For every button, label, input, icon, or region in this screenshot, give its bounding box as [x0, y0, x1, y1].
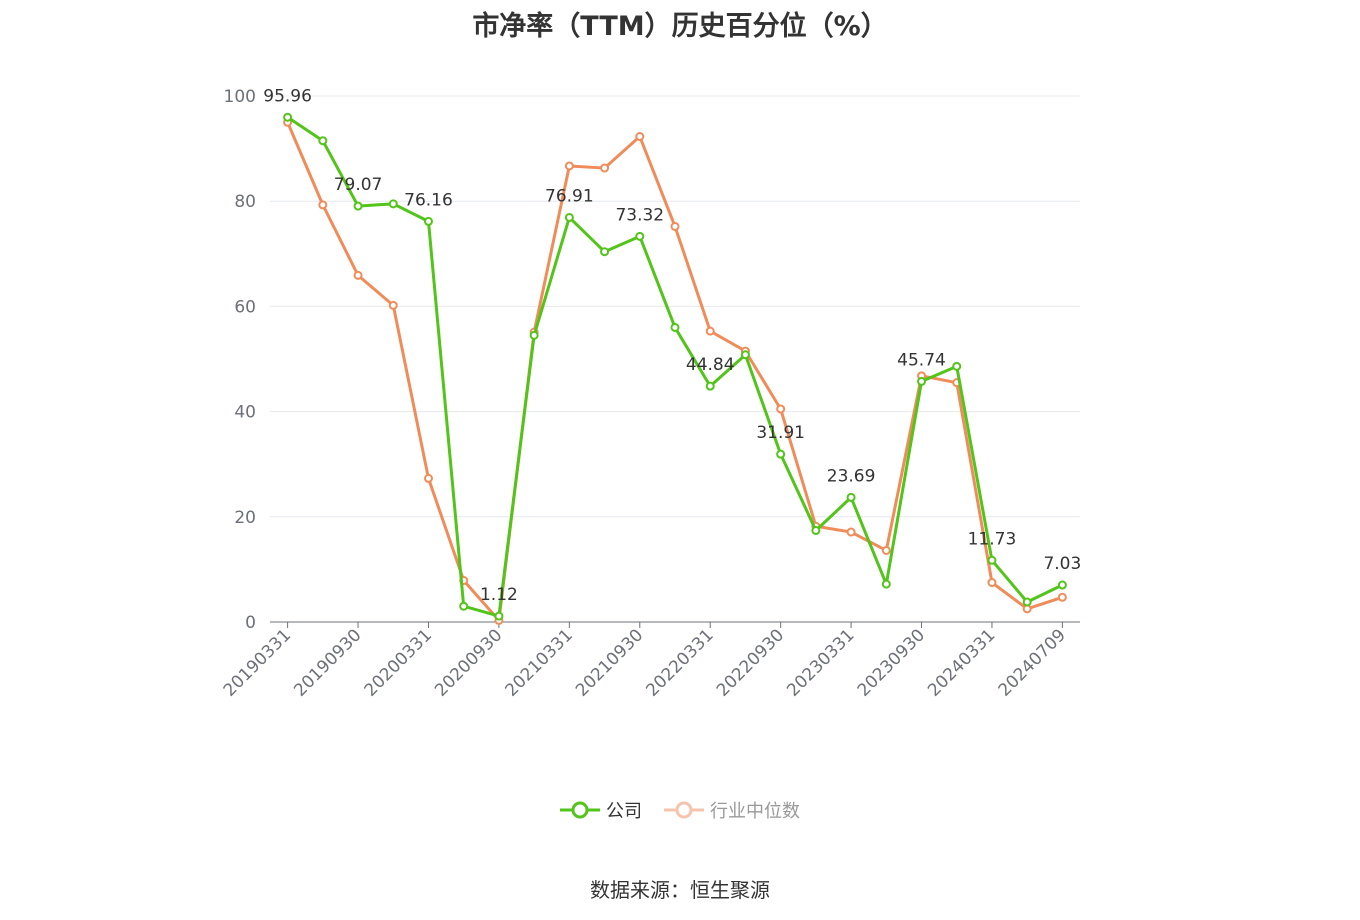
legend-label-industry: 行业中位数: [710, 801, 800, 822]
data-label: 11.73: [968, 529, 1017, 549]
data-point-industry: [846, 527, 856, 537]
data-point-company: [1022, 597, 1032, 607]
data-point-industry: [564, 161, 574, 171]
data-point-company: [952, 361, 962, 371]
data-point-company: [670, 322, 680, 332]
y-tick-label: 60: [234, 297, 256, 317]
data-label: 7.03: [1043, 554, 1081, 574]
data-point-company: [494, 611, 504, 621]
data-point-company: [635, 231, 645, 241]
x-tick-label: 20240709: [995, 625, 1070, 700]
data-point-company: [846, 492, 856, 502]
y-tick-label: 40: [234, 403, 256, 423]
data-point-industry: [881, 545, 891, 555]
x-tick-label: 20190930: [290, 625, 365, 700]
data-label: 23.69: [827, 466, 876, 486]
legend-item-industry[interactable]: 行业中位数: [664, 797, 800, 823]
data-point-industry: [776, 404, 786, 414]
data-point-company: [776, 449, 786, 459]
legend-company-icon: [560, 801, 600, 819]
data-point-company: [811, 525, 821, 535]
data-label: 1.12: [480, 585, 518, 605]
x-tick-label: 20190331: [220, 625, 295, 700]
data-point-company: [881, 579, 891, 589]
x-tick-label: 20210331: [502, 625, 577, 700]
data-point-industry: [670, 221, 680, 231]
data-point-company: [423, 216, 433, 226]
data-point-company: [388, 199, 398, 209]
x-tick-label: 20240331: [924, 625, 999, 700]
y-tick-label: 80: [234, 192, 256, 212]
data-point-industry: [423, 473, 433, 483]
data-point-company: [740, 350, 750, 360]
data-point-industry: [388, 300, 398, 310]
x-tick-label: 20220331: [642, 625, 717, 700]
data-point-industry: [635, 132, 645, 142]
data-point-company: [564, 212, 574, 222]
data-point-company: [917, 376, 927, 386]
data-label: 45.74: [897, 350, 946, 370]
data-point-company: [353, 201, 363, 211]
legend: 公司 行业中位数: [0, 797, 1360, 823]
x-tick-label: 20210930: [572, 625, 647, 700]
data-label: 79.07: [334, 175, 383, 195]
y-tick-label: 100: [224, 87, 256, 107]
y-tick-label: 20: [234, 508, 256, 528]
data-point-industry: [705, 326, 715, 336]
legend-label-company: 公司: [606, 801, 642, 822]
data-point-company: [705, 381, 715, 391]
chart-title: 市净率（TTM）历史百分位（%）: [472, 11, 888, 42]
data-label: 95.96: [263, 86, 312, 106]
legend-item-company[interactable]: 公司: [560, 797, 642, 823]
data-point-industry: [987, 578, 997, 588]
x-tick-label: 20220930: [713, 625, 788, 700]
data-point-company: [529, 330, 539, 340]
data-label: 76.16: [404, 190, 453, 210]
x-tick-label: 20200930: [431, 625, 506, 700]
data-point-industry: [1057, 592, 1067, 602]
y-tick-label: 0: [245, 613, 256, 633]
data-point-industry: [318, 200, 328, 210]
data-point-company: [459, 601, 469, 611]
data-source: 数据来源：恒生聚源: [590, 878, 770, 902]
data-point-company: [318, 136, 328, 146]
data-label: 76.91: [545, 186, 594, 206]
data-label: 31.91: [756, 423, 805, 443]
data-point-company: [1057, 580, 1067, 590]
data-label: 73.32: [615, 205, 664, 225]
x-tick-label: 20230331: [783, 625, 858, 700]
data-point-company: [987, 555, 997, 565]
legend-industry-icon: [664, 801, 704, 819]
data-point-industry: [353, 270, 363, 280]
data-label: 44.84: [686, 355, 735, 375]
data-point-company: [283, 112, 293, 122]
x-tick-label: 20230930: [854, 625, 929, 700]
data-point-company: [600, 247, 610, 257]
x-tick-label: 20200331: [361, 625, 436, 700]
data-point-industry: [600, 163, 610, 173]
